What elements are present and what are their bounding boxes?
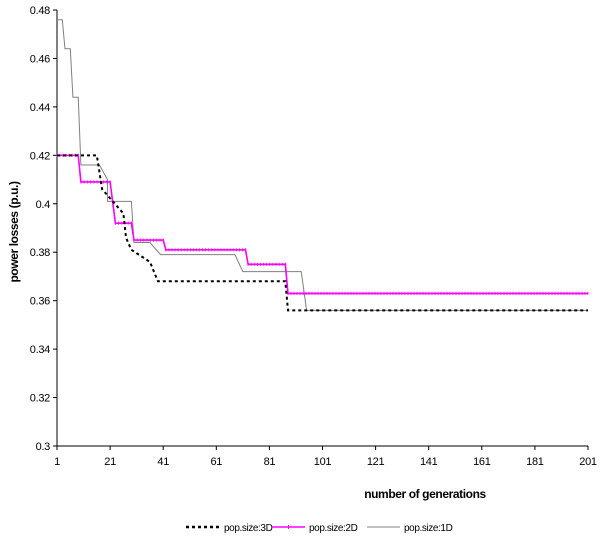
y-tick-label: 0.34	[30, 344, 50, 356]
x-tick-label: 81	[264, 456, 276, 468]
series-line-pop-size-3d	[57, 154, 588, 312]
y-tick-label: 0.38	[30, 247, 50, 259]
y-tick-label: 0.36	[30, 296, 50, 308]
series-markers	[56, 153, 589, 295]
x-tick-label: 41	[157, 456, 169, 468]
series-line-pop-size-2d	[57, 154, 588, 295]
x-tick-label: 141	[420, 456, 438, 468]
y-tick-label: 0.42	[30, 150, 50, 162]
x-tick-label: 61	[210, 456, 222, 468]
y-tick-label: 0.4	[36, 199, 51, 211]
x-tick-label: 1	[54, 456, 60, 468]
legend-item: pop.size:2D	[272, 523, 358, 534]
axes	[53, 9, 589, 450]
y-tick-label: 0.46	[30, 53, 50, 65]
x-tick-label: 201	[579, 456, 597, 468]
y-tick-label: 0.3	[36, 441, 51, 453]
x-tick-label: 121	[367, 456, 385, 468]
x-tick-label: 181	[526, 456, 544, 468]
legend-label: pop.size:2D	[309, 523, 358, 534]
y-tick-label: 0.32	[30, 393, 50, 405]
y-tick-label: 0.44	[30, 102, 50, 114]
tick-labels: 0.30.320.340.360.380.40.420.440.460.481 2…	[30, 5, 597, 468]
legend-item: pop.size:3D	[186, 523, 273, 534]
legend-label: pop.size:3D	[224, 523, 273, 534]
y-tick-label: 0.48	[30, 5, 50, 17]
series-lines	[56, 19, 589, 312]
series-line-pop-size-1d	[57, 19, 588, 311]
x-tick-label: 21	[104, 456, 116, 468]
legend: pop.size:3D pop.size:2D pop.size:1D	[186, 523, 453, 534]
legend-label: pop.size:1D	[404, 523, 453, 534]
y-axis-title: power losses (p.u.)	[7, 181, 21, 282]
legend-item: pop.size:1D	[367, 523, 453, 534]
x-tick-label: 161	[473, 456, 491, 468]
x-axis-title: number of generations	[364, 487, 486, 501]
x-tick-label: 101	[314, 456, 332, 468]
